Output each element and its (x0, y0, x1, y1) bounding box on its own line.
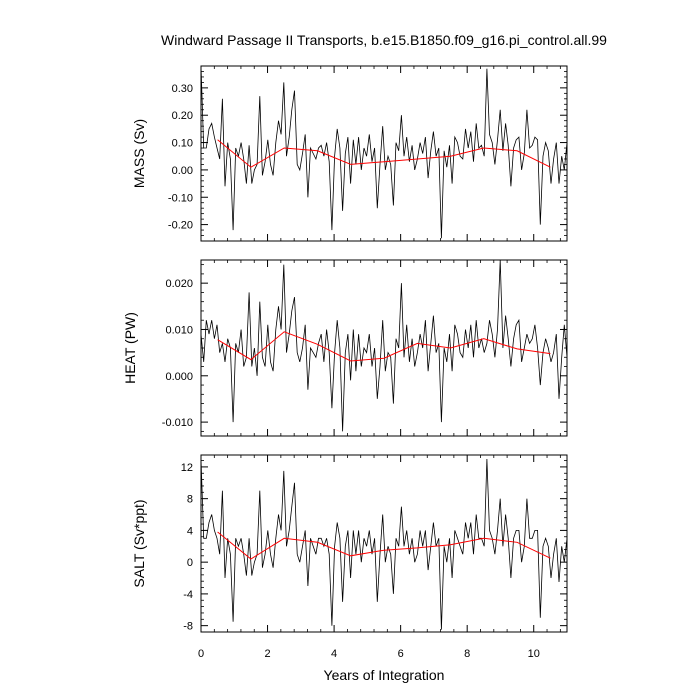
heat-monthly-line (201, 260, 567, 432)
salt-y-tick-label-2: 0 (187, 557, 193, 569)
heat-y-tick-label-3: 0.020 (165, 278, 193, 290)
salt-y-axis-title: SALT (Sv*ppt) (131, 499, 147, 587)
panel-salt: -8 -4 0 4 8 12 SALT (Sv*ppt) (131, 454, 568, 633)
panel-mass: -0.20 -0.10 0.00 0.10 0.20 0.30 MASS (Sv) (131, 65, 568, 242)
mass-y-tick-label-3: 0.10 (172, 138, 193, 150)
mass-y-tick-label-0: -0.20 (168, 220, 193, 232)
heat-y-tick-label-0: -0.010 (162, 417, 193, 429)
salt-annual-mean-line (217, 531, 551, 560)
mass-monthly-line (201, 66, 567, 239)
chart-title: Windward Passage II Transports, b.e15.B1… (161, 32, 607, 48)
x-tick-label-1: 2 (264, 648, 270, 660)
x-axis-title: Years of Integration (324, 667, 445, 683)
heat-y-tick-label-2: 0.010 (165, 324, 193, 336)
x-tick-label-0: 0 (198, 648, 204, 660)
mass-y-axis-title: MASS (Sv) (131, 119, 147, 188)
x-tick-label-5: 10 (528, 648, 540, 660)
salt-y-tick-label-3: 4 (187, 525, 193, 537)
salt-y-tick-label-1: -4 (183, 589, 193, 601)
mass-y-tick-label-1: -0.10 (168, 192, 193, 204)
chart-panels: -0.20 -0.10 0.00 0.10 0.20 0.30 MASS (Sv) -0.01… (122, 65, 568, 660)
x-tick-label-4: 8 (464, 648, 470, 660)
heat-y-tick-label-1: 0.000 (165, 371, 193, 383)
salt-y-tick-label-4: 8 (187, 494, 193, 506)
mass-y-tick-label-4: 0.20 (172, 110, 193, 122)
salt-y-tick-label-5: 12 (181, 462, 193, 474)
x-tick-label-3: 6 (398, 648, 404, 660)
salt-y-tick-label-0: -8 (183, 621, 193, 633)
mass-annual-mean-line (217, 139, 551, 168)
heat-y-axis-title: HEAT (PW) (122, 312, 138, 384)
heat-annual-mean-line (217, 331, 551, 362)
panel-heat: -0.010 0.000 0.010 0.020 HEAT (PW) (122, 259, 568, 437)
mass-y-tick-label-2: 0.00 (172, 165, 193, 177)
salt-monthly-line (201, 458, 567, 630)
mass-y-tick-label-5: 0.30 (172, 83, 193, 95)
x-tick-label-2: 4 (331, 648, 337, 660)
